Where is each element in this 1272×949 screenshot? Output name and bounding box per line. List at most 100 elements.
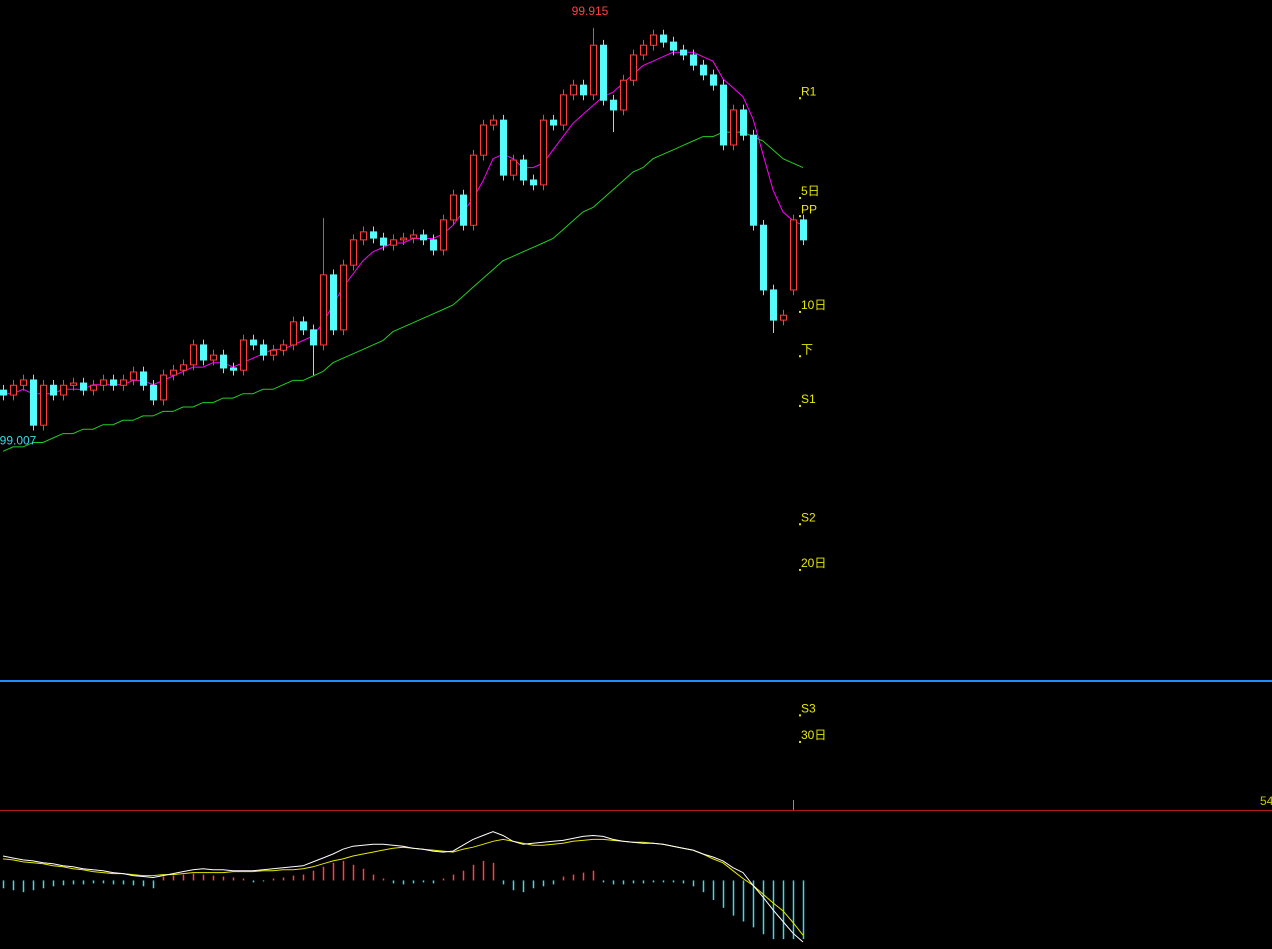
level-dot — [799, 355, 801, 358]
candle-body — [580, 84, 587, 96]
candle-body — [100, 379, 107, 386]
level-dot — [799, 196, 801, 199]
candle-body — [630, 54, 637, 81]
level-dot — [799, 740, 801, 743]
level-label: 10日 — [801, 298, 826, 312]
candle-body — [420, 234, 427, 241]
candle-body — [690, 54, 697, 66]
candle-body — [240, 339, 247, 371]
candle-body — [40, 384, 47, 426]
candle-body — [570, 84, 577, 96]
candle-body — [390, 239, 397, 246]
level-label: 30日 — [801, 728, 826, 742]
candle-body — [220, 354, 227, 369]
candle-body — [510, 159, 517, 176]
candle-body — [360, 231, 367, 241]
candle-body — [230, 367, 237, 371]
candle-body — [490, 119, 497, 126]
candle-body — [370, 231, 377, 239]
candle-body — [650, 34, 657, 46]
candle-body — [320, 274, 327, 346]
candle-body — [520, 159, 527, 181]
candle-body — [560, 94, 567, 126]
level-label: S3 — [801, 702, 816, 716]
candle-body — [150, 384, 157, 401]
candle-body — [210, 354, 217, 361]
candle-body — [770, 289, 777, 321]
candle-body — [710, 74, 717, 86]
candle-body — [740, 109, 747, 136]
candle-body — [330, 274, 337, 331]
candle-body — [590, 44, 597, 96]
macd-dif-line — [2, 831, 804, 943]
candle-body — [80, 382, 87, 391]
level-label: R1 — [801, 84, 817, 98]
candle-body — [700, 64, 707, 76]
candle-body — [120, 379, 127, 386]
level-dot — [799, 568, 801, 571]
candle-body — [500, 119, 507, 176]
level-label: 20日 — [801, 556, 826, 570]
level-label: PP — [801, 202, 817, 216]
level-label: S2 — [801, 510, 816, 524]
candle-body — [60, 384, 67, 396]
candle-body — [130, 371, 137, 381]
candle-body — [460, 194, 467, 226]
candle-body — [750, 134, 757, 226]
candle-body — [780, 314, 787, 321]
level-label: 5日 — [801, 184, 820, 198]
candle-body — [730, 109, 737, 146]
candle-body — [290, 321, 297, 346]
candle-body — [800, 219, 807, 241]
candle-body — [440, 219, 447, 251]
candle-body — [200, 344, 207, 361]
low-label: 99.007 — [0, 434, 37, 448]
candle-body — [270, 349, 277, 356]
candle-body — [50, 384, 57, 396]
candle-body — [170, 369, 177, 376]
candle-body — [140, 371, 147, 386]
candle-body — [380, 237, 387, 246]
candle-body — [160, 374, 167, 401]
candle-body — [30, 379, 37, 426]
candle-body — [300, 321, 307, 331]
candle-body — [450, 194, 457, 221]
candle-body — [530, 179, 537, 186]
candle-body — [760, 224, 767, 291]
candle-body — [310, 329, 317, 346]
candle-body — [680, 49, 687, 56]
candle-body — [640, 44, 647, 56]
candle-body — [600, 44, 607, 101]
candle-body — [70, 382, 77, 386]
candle-body — [790, 219, 797, 291]
candle-body — [410, 234, 417, 239]
candle-body — [660, 34, 667, 43]
candle-body — [260, 344, 267, 356]
candle-body — [550, 119, 557, 126]
candle-body — [10, 384, 17, 396]
level-dot — [799, 310, 801, 313]
candle-body — [110, 379, 117, 386]
level-dot — [799, 523, 801, 526]
level-dot — [799, 714, 801, 717]
candle-body — [620, 79, 627, 111]
candle-body — [250, 339, 257, 346]
candle-body — [0, 389, 7, 396]
candle-body — [400, 237, 407, 241]
candle-body — [350, 239, 357, 266]
candle-body — [190, 344, 197, 366]
candle-body — [280, 344, 287, 351]
candle-body — [340, 264, 347, 331]
candle-body — [180, 364, 187, 371]
candle-body — [470, 154, 477, 226]
candle-body — [720, 84, 727, 146]
level-dot — [799, 97, 801, 100]
high-label: 99.915 — [572, 4, 609, 18]
moving-average-line — [2, 131, 804, 452]
candle-body — [670, 41, 677, 51]
right-label: 54 — [1260, 794, 1272, 808]
candle-body — [540, 119, 547, 186]
